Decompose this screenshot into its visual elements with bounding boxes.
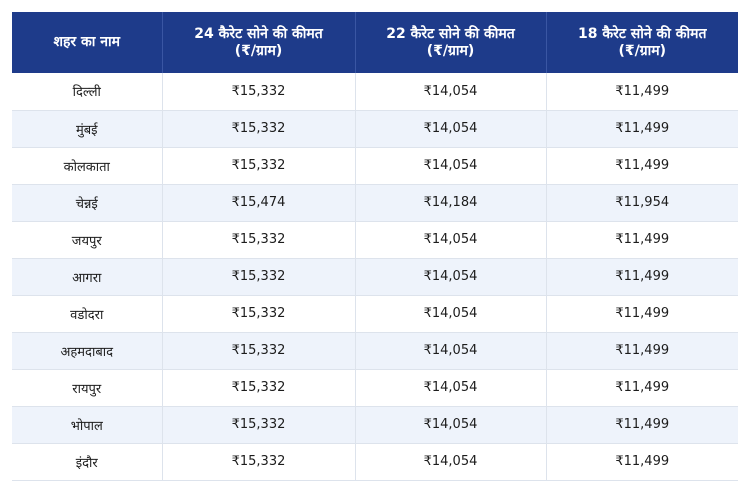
cell-price-18k: ₹11,499 <box>546 221 738 259</box>
cell-price-18k: ₹11,499 <box>546 369 738 407</box>
cell-city: आगरा <box>12 258 163 296</box>
cell-price-18k: ₹11,499 <box>546 295 738 333</box>
cell-price-24k: ₹15,332 <box>162 73 356 111</box>
cell-city: चेन्नई <box>12 184 163 222</box>
cell-price-18k: ₹11,499 <box>546 406 738 444</box>
table-row: भोपाल ₹15,332 ₹14,054 ₹11,499 <box>12 406 738 444</box>
table-row: अहमदाबाद ₹15,332 ₹14,054 ₹11,499 <box>12 332 738 370</box>
cell-price-18k: ₹11,499 <box>546 73 738 111</box>
header-18k: 18 कैरेट सोने की कीमत (₹/ग्राम) <box>546 12 738 73</box>
cell-city: वडोदरा <box>12 295 163 333</box>
table-row: आगरा ₹15,332 ₹14,054 ₹11,499 <box>12 258 738 296</box>
header-18k-label: 18 कैरेट सोने की कीमत <box>578 25 707 42</box>
cell-price-18k: ₹11,954 <box>546 184 738 222</box>
cell-price-24k: ₹15,332 <box>162 406 356 444</box>
cell-price-24k: ₹15,332 <box>162 369 356 407</box>
cell-price-22k: ₹14,054 <box>355 369 547 407</box>
table-row: कोलकाता ₹15,332 ₹14,054 ₹11,499 <box>12 147 738 185</box>
cell-price-24k: ₹15,332 <box>162 332 356 370</box>
cell-city: अहमदाबाद <box>12 332 163 370</box>
header-24k-label: 24 कैरेट सोने की कीमत <box>194 25 323 42</box>
gold-price-table-container: शहर का नाम 24 कैरेट सोने की कीमत (₹/ग्रा… <box>12 12 738 481</box>
table-row: इंदौर ₹15,332 ₹14,054 ₹11,499 <box>12 443 738 481</box>
cell-price-24k: ₹15,332 <box>162 443 356 481</box>
cell-price-22k: ₹14,054 <box>355 443 547 481</box>
cell-price-18k: ₹11,499 <box>546 147 738 185</box>
cell-price-22k: ₹14,054 <box>355 147 547 185</box>
table-row: दिल्ली ₹15,332 ₹14,054 ₹11,499 <box>12 73 738 111</box>
cell-price-18k: ₹11,499 <box>546 443 738 481</box>
cell-price-24k: ₹15,474 <box>162 184 356 222</box>
cell-price-22k: ₹14,054 <box>355 406 547 444</box>
cell-price-22k: ₹14,184 <box>355 184 547 222</box>
cell-price-18k: ₹11,499 <box>546 110 738 148</box>
cell-price-22k: ₹14,054 <box>355 295 547 333</box>
cell-price-24k: ₹15,332 <box>162 221 356 259</box>
cell-price-22k: ₹14,054 <box>355 258 547 296</box>
cell-price-24k: ₹15,332 <box>162 295 356 333</box>
cell-city: इंदौर <box>12 443 163 481</box>
table-row: वडोदरा ₹15,332 ₹14,054 ₹11,499 <box>12 295 738 333</box>
cell-city: जयपुर <box>12 221 163 259</box>
cell-city: भोपाल <box>12 406 163 444</box>
cell-price-22k: ₹14,054 <box>355 110 547 148</box>
cell-city: मुंबई <box>12 110 163 148</box>
cell-price-18k: ₹11,499 <box>546 332 738 370</box>
cell-price-22k: ₹14,054 <box>355 73 547 111</box>
cell-price-22k: ₹14,054 <box>355 332 547 370</box>
gold-price-table: शहर का नाम 24 कैरेट सोने की कीमत (₹/ग्रा… <box>12 12 738 481</box>
header-24k: 24 कैरेट सोने की कीमत (₹/ग्राम) <box>162 12 356 73</box>
cell-price-24k: ₹15,332 <box>162 110 356 148</box>
header-row: शहर का नाम 24 कैरेट सोने की कीमत (₹/ग्रा… <box>12 12 738 73</box>
cell-price-24k: ₹15,332 <box>162 147 356 185</box>
header-22k-unit: (₹/ग्राम) <box>426 42 475 59</box>
header-24k-unit: (₹/ग्राम) <box>234 42 283 59</box>
table-row: मुंबई ₹15,332 ₹14,054 ₹11,499 <box>12 110 738 148</box>
cell-price-24k: ₹15,332 <box>162 258 356 296</box>
cell-city: कोलकाता <box>12 147 163 185</box>
header-22k: 22 कैरेट सोने की कीमत (₹/ग्राम) <box>355 12 547 73</box>
cell-city: रायपुर <box>12 369 163 407</box>
cell-price-22k: ₹14,054 <box>355 221 547 259</box>
table-row: जयपुर ₹15,332 ₹14,054 ₹11,499 <box>12 221 738 259</box>
cell-city: दिल्ली <box>12 73 163 111</box>
table-row: रायपुर ₹15,332 ₹14,054 ₹11,499 <box>12 369 738 407</box>
cell-price-18k: ₹11,499 <box>546 258 738 296</box>
header-city-label: शहर का नाम <box>53 34 121 50</box>
table-header: शहर का नाम 24 कैरेट सोने की कीमत (₹/ग्रा… <box>12 12 738 73</box>
header-18k-unit: (₹/ग्राम) <box>618 42 667 59</box>
table-row: चेन्नई ₹15,474 ₹14,184 ₹11,954 <box>12 184 738 222</box>
table-body: दिल्ली ₹15,332 ₹14,054 ₹11,499 मुंबई ₹15… <box>12 73 738 481</box>
header-22k-label: 22 कैरेट सोने की कीमत <box>386 25 515 42</box>
header-city: शहर का नाम <box>12 12 163 73</box>
